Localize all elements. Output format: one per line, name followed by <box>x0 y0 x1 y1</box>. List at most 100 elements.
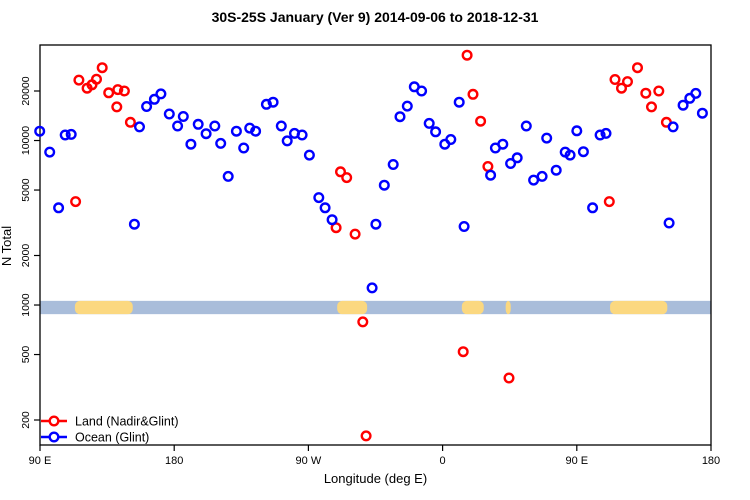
data-point-ocean <box>59 129 71 141</box>
data-point-land <box>482 160 494 172</box>
data-point-ocean <box>192 118 204 130</box>
data-point-land <box>349 228 361 240</box>
data-point-ocean <box>536 170 548 182</box>
x-tick-label: 180 <box>165 455 183 467</box>
x-tick-label: 90 E <box>565 455 588 467</box>
data-point-land <box>609 73 621 85</box>
series-land <box>70 49 672 442</box>
map-strip-land-segment <box>337 300 368 315</box>
data-point-ocean <box>423 117 435 129</box>
data-point-ocean <box>141 100 153 112</box>
data-point-ocean <box>378 179 390 191</box>
data-point-land <box>103 87 115 99</box>
data-point-land <box>335 166 347 178</box>
data-point-land <box>96 62 108 74</box>
map-strip-land-segment <box>610 300 668 315</box>
legend-label: Land (Nadir&Glint) <box>75 415 179 429</box>
data-point-ocean <box>163 108 175 120</box>
data-point-ocean <box>430 126 442 138</box>
data-point-ocean <box>128 218 140 230</box>
data-point-ocean <box>260 98 272 110</box>
y-axis-label: N Total <box>0 225 14 267</box>
data-point-land <box>112 84 124 96</box>
data-point-land <box>118 85 130 97</box>
data-point-ocean <box>594 129 606 141</box>
data-point-land <box>467 88 479 100</box>
y-tick-label: 2000 <box>20 244 32 268</box>
data-point-land <box>503 372 515 384</box>
x-tick-label: 0 <box>440 455 446 467</box>
data-point-land <box>457 346 469 358</box>
data-point-ocean <box>65 128 77 140</box>
data-point-ocean <box>485 169 497 181</box>
map-strip-land-segment <box>505 300 511 315</box>
data-point-ocean <box>401 100 413 112</box>
data-point-ocean <box>267 96 279 108</box>
data-point-ocean <box>370 218 382 230</box>
data-point-ocean <box>303 149 315 161</box>
x-axis-label: Longitude (deg E) <box>323 471 428 486</box>
data-point-land <box>357 316 369 328</box>
data-point-ocean <box>34 125 46 137</box>
data-point-land <box>616 82 628 94</box>
data-point-ocean <box>366 282 378 294</box>
data-point-ocean <box>550 164 562 176</box>
x-tick-label: 180 <box>702 455 720 467</box>
data-point-land <box>653 85 665 97</box>
data-point-ocean <box>511 152 523 164</box>
data-point-ocean <box>222 170 234 182</box>
data-point-ocean <box>564 149 576 161</box>
data-point-ocean <box>133 121 145 133</box>
data-point-ocean <box>275 120 287 132</box>
data-point-ocean <box>172 120 184 132</box>
data-point-ocean <box>200 128 212 140</box>
data-point-ocean <box>587 202 599 214</box>
data-point-ocean <box>445 133 457 145</box>
data-point-land <box>360 430 372 442</box>
data-point-ocean <box>281 135 293 147</box>
data-point-ocean <box>541 132 553 144</box>
data-point-ocean <box>600 127 612 139</box>
data-point-ocean <box>177 110 189 122</box>
chart-title: 30S-25S January (Ver 9) 2014-09-06 to 20… <box>211 9 539 25</box>
map-strip-ocean <box>40 300 711 315</box>
series-ocean <box>34 81 708 294</box>
data-point-land <box>603 196 615 208</box>
data-point-land <box>475 115 487 127</box>
x-tick-label: 90 W <box>296 455 322 467</box>
plot-box <box>39 44 712 446</box>
map-strip-land-segment <box>461 300 484 315</box>
legend-marker <box>48 431 60 443</box>
data-point-ocean <box>571 125 583 137</box>
data-point-ocean <box>387 158 399 170</box>
legend-marker <box>48 415 60 427</box>
data-point-ocean <box>528 174 540 186</box>
data-point-ocean <box>215 137 227 149</box>
data-point-land <box>70 196 82 208</box>
data-point-ocean <box>148 93 160 105</box>
data-point-ocean <box>394 111 406 123</box>
data-point-ocean <box>690 87 702 99</box>
x-tick-label: 90 E <box>29 455 52 467</box>
data-point-ocean <box>296 129 308 141</box>
data-point-land <box>341 172 353 184</box>
y-tick-label: 200 <box>20 411 32 429</box>
data-point-ocean <box>667 121 679 133</box>
data-point-ocean <box>677 99 689 111</box>
data-point-ocean <box>209 120 221 132</box>
data-point-ocean <box>458 220 470 232</box>
data-point-land <box>111 101 123 113</box>
data-point-land <box>73 74 85 86</box>
data-point-ocean <box>319 202 331 214</box>
data-point-land <box>632 62 644 74</box>
data-point-land <box>124 116 136 128</box>
data-point-ocean <box>453 96 465 108</box>
y-tick-label: 20000 <box>20 76 32 105</box>
data-point-ocean <box>44 146 56 158</box>
data-point-ocean <box>155 88 167 100</box>
data-point-ocean <box>696 107 708 119</box>
y-tick-label: 5000 <box>20 178 32 202</box>
legend-label: Ocean (Glint) <box>75 431 149 445</box>
data-point-land <box>90 73 102 85</box>
